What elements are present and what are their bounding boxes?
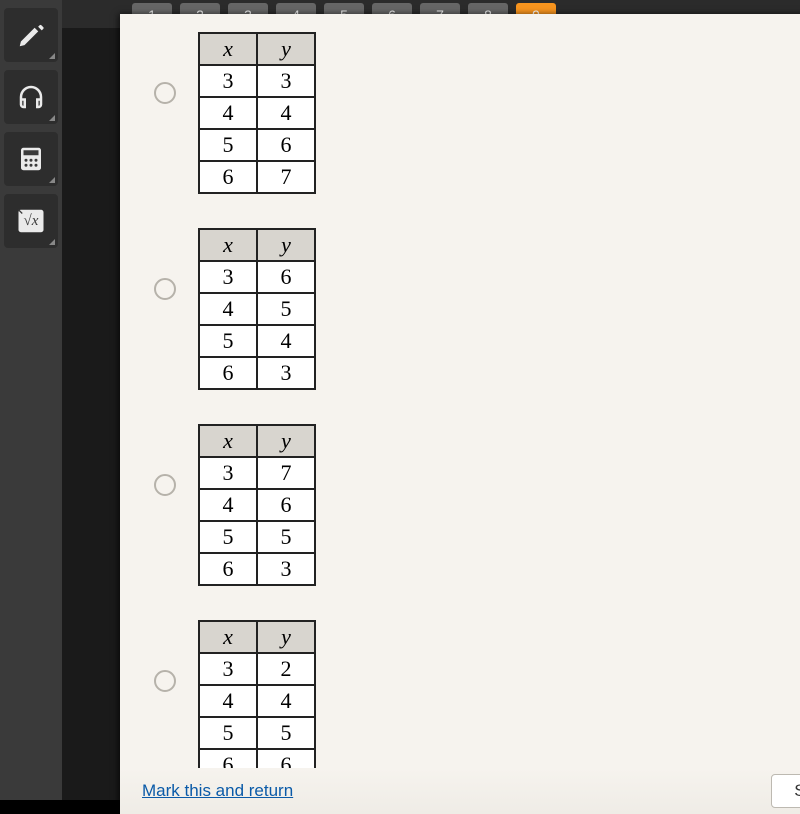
pencil-icon: [16, 20, 46, 50]
option-radio-2[interactable]: [154, 278, 176, 300]
expand-tri-icon: [49, 239, 55, 245]
table-header: x: [199, 621, 257, 653]
table-cell: 3: [199, 653, 257, 685]
expand-tri-icon: [49, 53, 55, 59]
option-radio-3[interactable]: [154, 474, 176, 496]
table-row: 32: [199, 653, 315, 685]
table-row: 44: [199, 97, 315, 129]
table-cell: 7: [257, 161, 315, 193]
xy-table-4: xy32445566: [198, 620, 316, 782]
calculator-tool[interactable]: [4, 132, 58, 186]
expand-tri-icon: [49, 115, 55, 121]
table-cell: 4: [257, 97, 315, 129]
answer-option-4: xy32445566: [198, 620, 800, 782]
table-row: 56: [199, 129, 315, 161]
table-cell: 4: [199, 97, 257, 129]
save-button[interactable]: Sa: [771, 774, 800, 808]
table-cell: 6: [257, 129, 315, 161]
table-row: 67: [199, 161, 315, 193]
table-header: x: [199, 229, 257, 261]
calculator-icon: [16, 144, 46, 174]
xy-table-3: xy37465563: [198, 424, 316, 586]
table-cell: 4: [199, 293, 257, 325]
table-cell: 4: [199, 489, 257, 521]
pencil-tool[interactable]: [4, 8, 58, 62]
audio-tool[interactable]: [4, 70, 58, 124]
table-cell: 3: [199, 457, 257, 489]
option-radio-1[interactable]: [154, 82, 176, 104]
table-header: x: [199, 425, 257, 457]
table-cell: 6: [257, 489, 315, 521]
footer-bar: Mark this and return Sa: [120, 768, 800, 814]
table-cell: 5: [257, 293, 315, 325]
table-row: 63: [199, 357, 315, 389]
answer-option-2: xy36455463: [198, 228, 800, 390]
table-cell: 6: [199, 553, 257, 585]
table-row: 55: [199, 521, 315, 553]
formula-tool[interactable]: √x: [4, 194, 58, 248]
table-cell: 6: [199, 161, 257, 193]
table-row: 63: [199, 553, 315, 585]
content-viewport: xy33445667xy36455463xy37465563xy32445566…: [62, 28, 800, 800]
table-cell: 5: [199, 129, 257, 161]
table-cell: 5: [199, 717, 257, 749]
table-cell: 3: [257, 553, 315, 585]
table-row: 33: [199, 65, 315, 97]
table-row: 44: [199, 685, 315, 717]
table-cell: 4: [257, 685, 315, 717]
expand-tri-icon: [49, 177, 55, 183]
table-row: 54: [199, 325, 315, 357]
xy-table-1: xy33445667: [198, 32, 316, 194]
table-row: 37: [199, 457, 315, 489]
table-cell: 5: [199, 325, 257, 357]
answer-option-1: xy33445667: [198, 32, 800, 194]
answer-sheet: xy33445667xy36455463xy37465563xy32445566…: [120, 14, 800, 814]
table-cell: 6: [257, 261, 315, 293]
table-header: x: [199, 33, 257, 65]
formula-label: √x: [24, 213, 39, 230]
table-cell: 4: [199, 685, 257, 717]
table-cell: 3: [257, 357, 315, 389]
headphones-icon: [16, 82, 46, 112]
table-cell: 2: [257, 653, 315, 685]
table-row: 46: [199, 489, 315, 521]
tool-rail: √x: [0, 0, 62, 800]
table-row: 55: [199, 717, 315, 749]
table-cell: 3: [257, 65, 315, 97]
table-cell: 5: [257, 717, 315, 749]
table-cell: 7: [257, 457, 315, 489]
table-header: y: [257, 229, 315, 261]
table-row: 45: [199, 293, 315, 325]
table-header: y: [257, 425, 315, 457]
table-cell: 6: [199, 357, 257, 389]
option-radio-4[interactable]: [154, 670, 176, 692]
table-header: y: [257, 33, 315, 65]
mark-return-link[interactable]: Mark this and return: [142, 781, 293, 801]
table-cell: 3: [199, 65, 257, 97]
table-row: 36: [199, 261, 315, 293]
table-cell: 5: [199, 521, 257, 553]
table-cell: 3: [199, 261, 257, 293]
table-header: y: [257, 621, 315, 653]
table-cell: 4: [257, 325, 315, 357]
xy-table-2: xy36455463: [198, 228, 316, 390]
answer-option-3: xy37465563: [198, 424, 800, 586]
table-cell: 5: [257, 521, 315, 553]
